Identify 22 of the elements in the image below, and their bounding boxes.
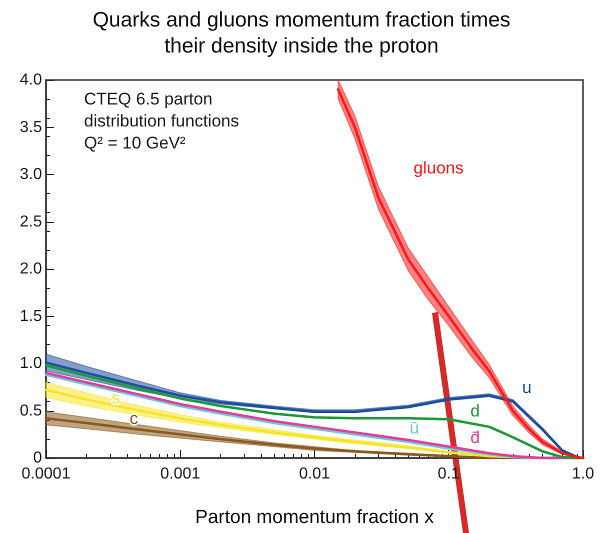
chart-title: Quarks and gluons momentum fraction times their density inside the proton xyxy=(92,8,510,58)
y-tick-label: 2.5 xyxy=(20,213,42,230)
y-tick-label: 2.0 xyxy=(20,260,42,278)
y-tick-label: 1.0 xyxy=(20,355,42,372)
annotation: ū xyxy=(410,418,420,438)
annotation: CTEQ 6.5 parton distribution functions Q² = 10 GeV² xyxy=(84,90,239,152)
annotation: d̄ xyxy=(470,428,480,447)
annotation: u xyxy=(522,378,532,397)
y-tick-label: 3.0 xyxy=(20,166,42,183)
y-tick-label: 0.5 xyxy=(20,402,42,420)
y-tick-label: 1.5 xyxy=(20,308,42,325)
x-tick-label: 0.001 xyxy=(160,466,200,482)
y-tick-label: 4.0 xyxy=(20,72,42,88)
x-tick-label: 0.01 xyxy=(298,466,330,482)
annotation: d xyxy=(470,401,480,420)
annotation: gluons xyxy=(414,158,464,178)
x-tick-label: 0.0001 xyxy=(22,466,71,482)
x-axis-title: Parton momentum fraction x xyxy=(195,507,434,528)
x-tick-label: 1.0 xyxy=(572,466,594,482)
y-tick-label: 3.5 xyxy=(20,118,42,136)
y-tick-label: 0 xyxy=(33,450,42,466)
annotation: c xyxy=(130,409,139,428)
